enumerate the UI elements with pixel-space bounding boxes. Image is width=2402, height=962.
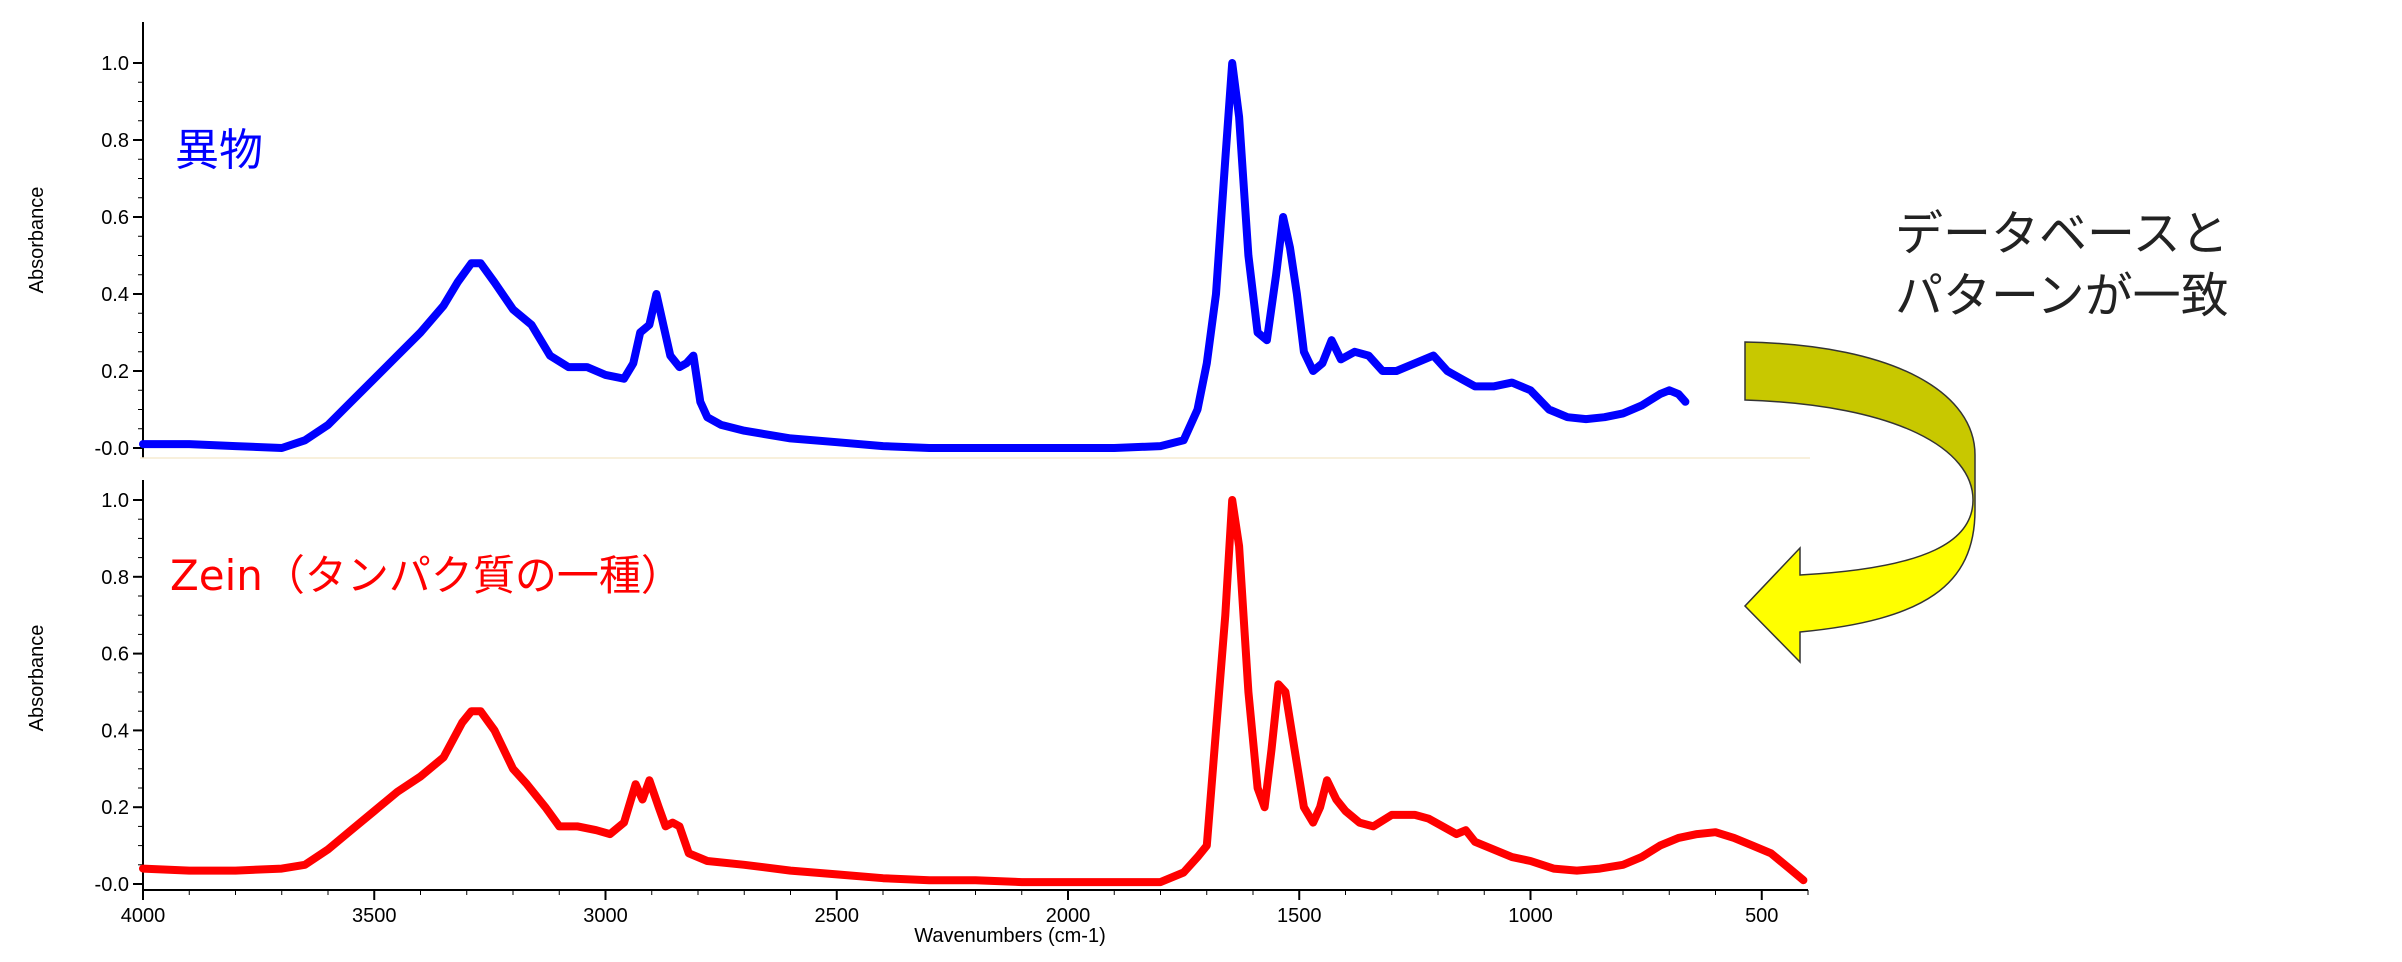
x-tick-label: 3500 xyxy=(352,905,397,927)
bottom-y-ticks: -0.0 0.2 0.4 0.6 0.8 1.0 xyxy=(95,490,143,896)
x-tick-label: 4000 xyxy=(121,905,166,927)
y-tick-label: 0.4 xyxy=(101,284,129,306)
bottom-series-line xyxy=(139,496,1808,887)
x-tick-label: 3000 xyxy=(583,905,628,927)
y-tick-label: 0.2 xyxy=(101,361,129,383)
y-tick-label: 0.6 xyxy=(101,644,129,666)
x-tick-label: 2000 xyxy=(1046,905,1091,927)
annotation-line-1: データベースと xyxy=(1895,206,2229,262)
bottom-series-label: Zein（タンパク質の一種） xyxy=(170,551,683,600)
x-tick-label: 1500 xyxy=(1277,905,1322,927)
top-y-axis-label: Absorbance xyxy=(26,187,48,294)
panel-top: -0.0 0.2 0.4 0.6 0.8 1.0 Absorbance 異物 xyxy=(26,22,1810,460)
x-tick-label: 500 xyxy=(1745,905,1778,927)
top-series-label: 異物 xyxy=(175,125,263,176)
panel-bottom: -0.0 0.2 0.4 0.6 0.8 1.0 4000 3500 3000 2500 2000… xyxy=(26,480,1809,947)
y-tick-label: 0.4 xyxy=(101,720,129,742)
curved-arrow-shape xyxy=(1743,341,1976,664)
x-tick-label: 2500 xyxy=(815,905,860,927)
y-tick-label: -0.0 xyxy=(95,438,129,460)
x-axis-label: Wavenumbers (cm-1) xyxy=(914,925,1106,947)
y-tick-label: 1.0 xyxy=(101,53,129,75)
bottom-y-axis-label: Absorbance xyxy=(26,625,48,732)
y-tick-label: 0.8 xyxy=(101,130,129,152)
y-tick-label: 0.8 xyxy=(101,567,129,589)
annotation-line-2: パターンが一致 xyxy=(1895,268,2229,324)
x-ticks: 4000 3500 3000 2500 2000 1500 1000 500 xyxy=(121,890,1809,927)
x-tick-label: 1000 xyxy=(1508,905,1553,927)
top-y-ticks: -0.0 0.2 0.4 0.6 0.8 1.0 xyxy=(95,53,143,460)
top-series-line xyxy=(139,59,1690,452)
y-tick-label: 0.2 xyxy=(101,797,129,819)
curved-arrow-icon xyxy=(1743,341,1976,664)
y-tick-label: 0.6 xyxy=(101,207,129,229)
y-tick-label: 1.0 xyxy=(101,490,129,512)
y-tick-label: -0.0 xyxy=(95,874,129,896)
